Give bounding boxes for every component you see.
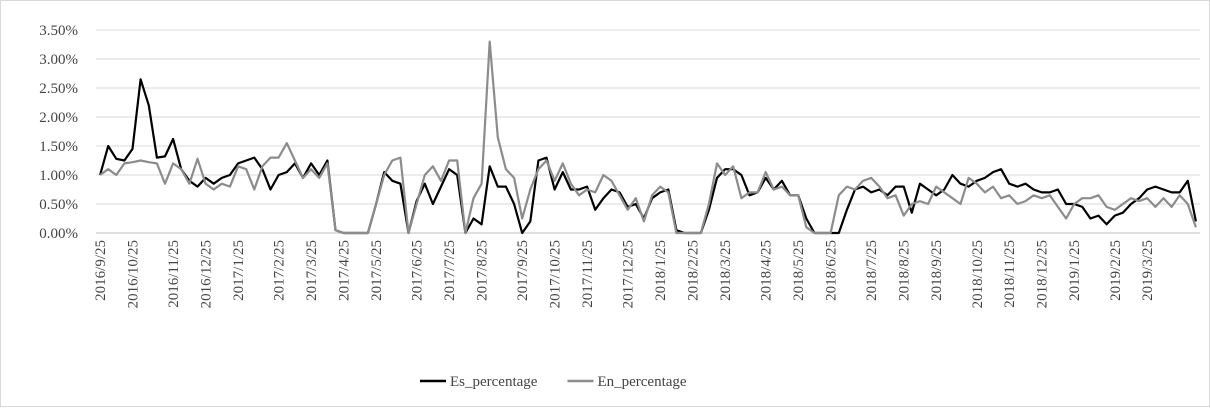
x-tick-label: 2017/11/25 — [580, 240, 596, 308]
series-line — [99, 40, 1197, 235]
x-tick-label: 2017/7/25 — [442, 240, 458, 301]
x-tick-label: 2017/5/25 — [369, 240, 385, 301]
legend-label: En_percentage — [597, 374, 686, 390]
x-tick-label: 2018/12/25 — [1035, 240, 1051, 308]
y-tick-label: 0.50% — [39, 197, 78, 213]
x-tick-label: 2019/3/25 — [1140, 240, 1156, 301]
x-tick-label: 2018/3/25 — [718, 240, 734, 301]
x-tick-label: 2016/10/25 — [126, 240, 142, 308]
x-tick-label: 2017/6/25 — [410, 240, 426, 301]
x-tick-label: 2016/9/25 — [93, 240, 109, 301]
x-tick-label: 2017/4/25 — [337, 240, 353, 301]
x-tick-label: 2016/12/25 — [199, 240, 215, 308]
x-tick-label: 2018/2/25 — [686, 240, 702, 301]
y-tick-label: 2.00% — [39, 110, 78, 126]
y-tick-label: 3.00% — [39, 52, 78, 68]
x-tick-label: 2018/11/25 — [1002, 240, 1018, 308]
x-tick-label: 2017/10/25 — [548, 240, 564, 308]
x-tick-label: 2018/9/25 — [929, 240, 945, 301]
x-tick-label: 2017/2/25 — [272, 240, 288, 301]
x-tick-label: 2018/1/25 — [653, 240, 669, 301]
x-tick-label: 2019/1/25 — [1067, 240, 1083, 301]
y-tick-label: 1.50% — [39, 139, 78, 155]
x-tick-label: 2018/8/25 — [897, 240, 913, 301]
y-tick-label: 2.50% — [39, 81, 78, 97]
x-tick-label: 2017/9/25 — [515, 240, 531, 301]
x-tick-label: 2017/1/25 — [231, 240, 247, 301]
x-tick-label: 2018/7/25 — [864, 240, 880, 301]
y-tick-label: 1.00% — [39, 168, 78, 184]
legend-label: Es_percentage — [450, 374, 538, 390]
x-tick-label: 2019/2/25 — [1108, 240, 1124, 301]
x-tick-label: 2017/8/25 — [475, 240, 491, 301]
x-tick-label: 2017/12/25 — [621, 240, 637, 308]
y-tick-label: 0.00% — [39, 226, 78, 242]
x-tick-label: 2018/6/25 — [824, 240, 840, 301]
x-tick-label: 2018/10/25 — [970, 240, 986, 308]
y-tick-label: 3.50% — [39, 23, 78, 39]
x-tick-label: 2018/4/25 — [759, 240, 775, 301]
x-tick-label: 2016/11/25 — [166, 240, 182, 308]
x-tick-label: 2017/3/25 — [304, 240, 320, 301]
x-tick-label: 2018/5/25 — [791, 240, 807, 301]
